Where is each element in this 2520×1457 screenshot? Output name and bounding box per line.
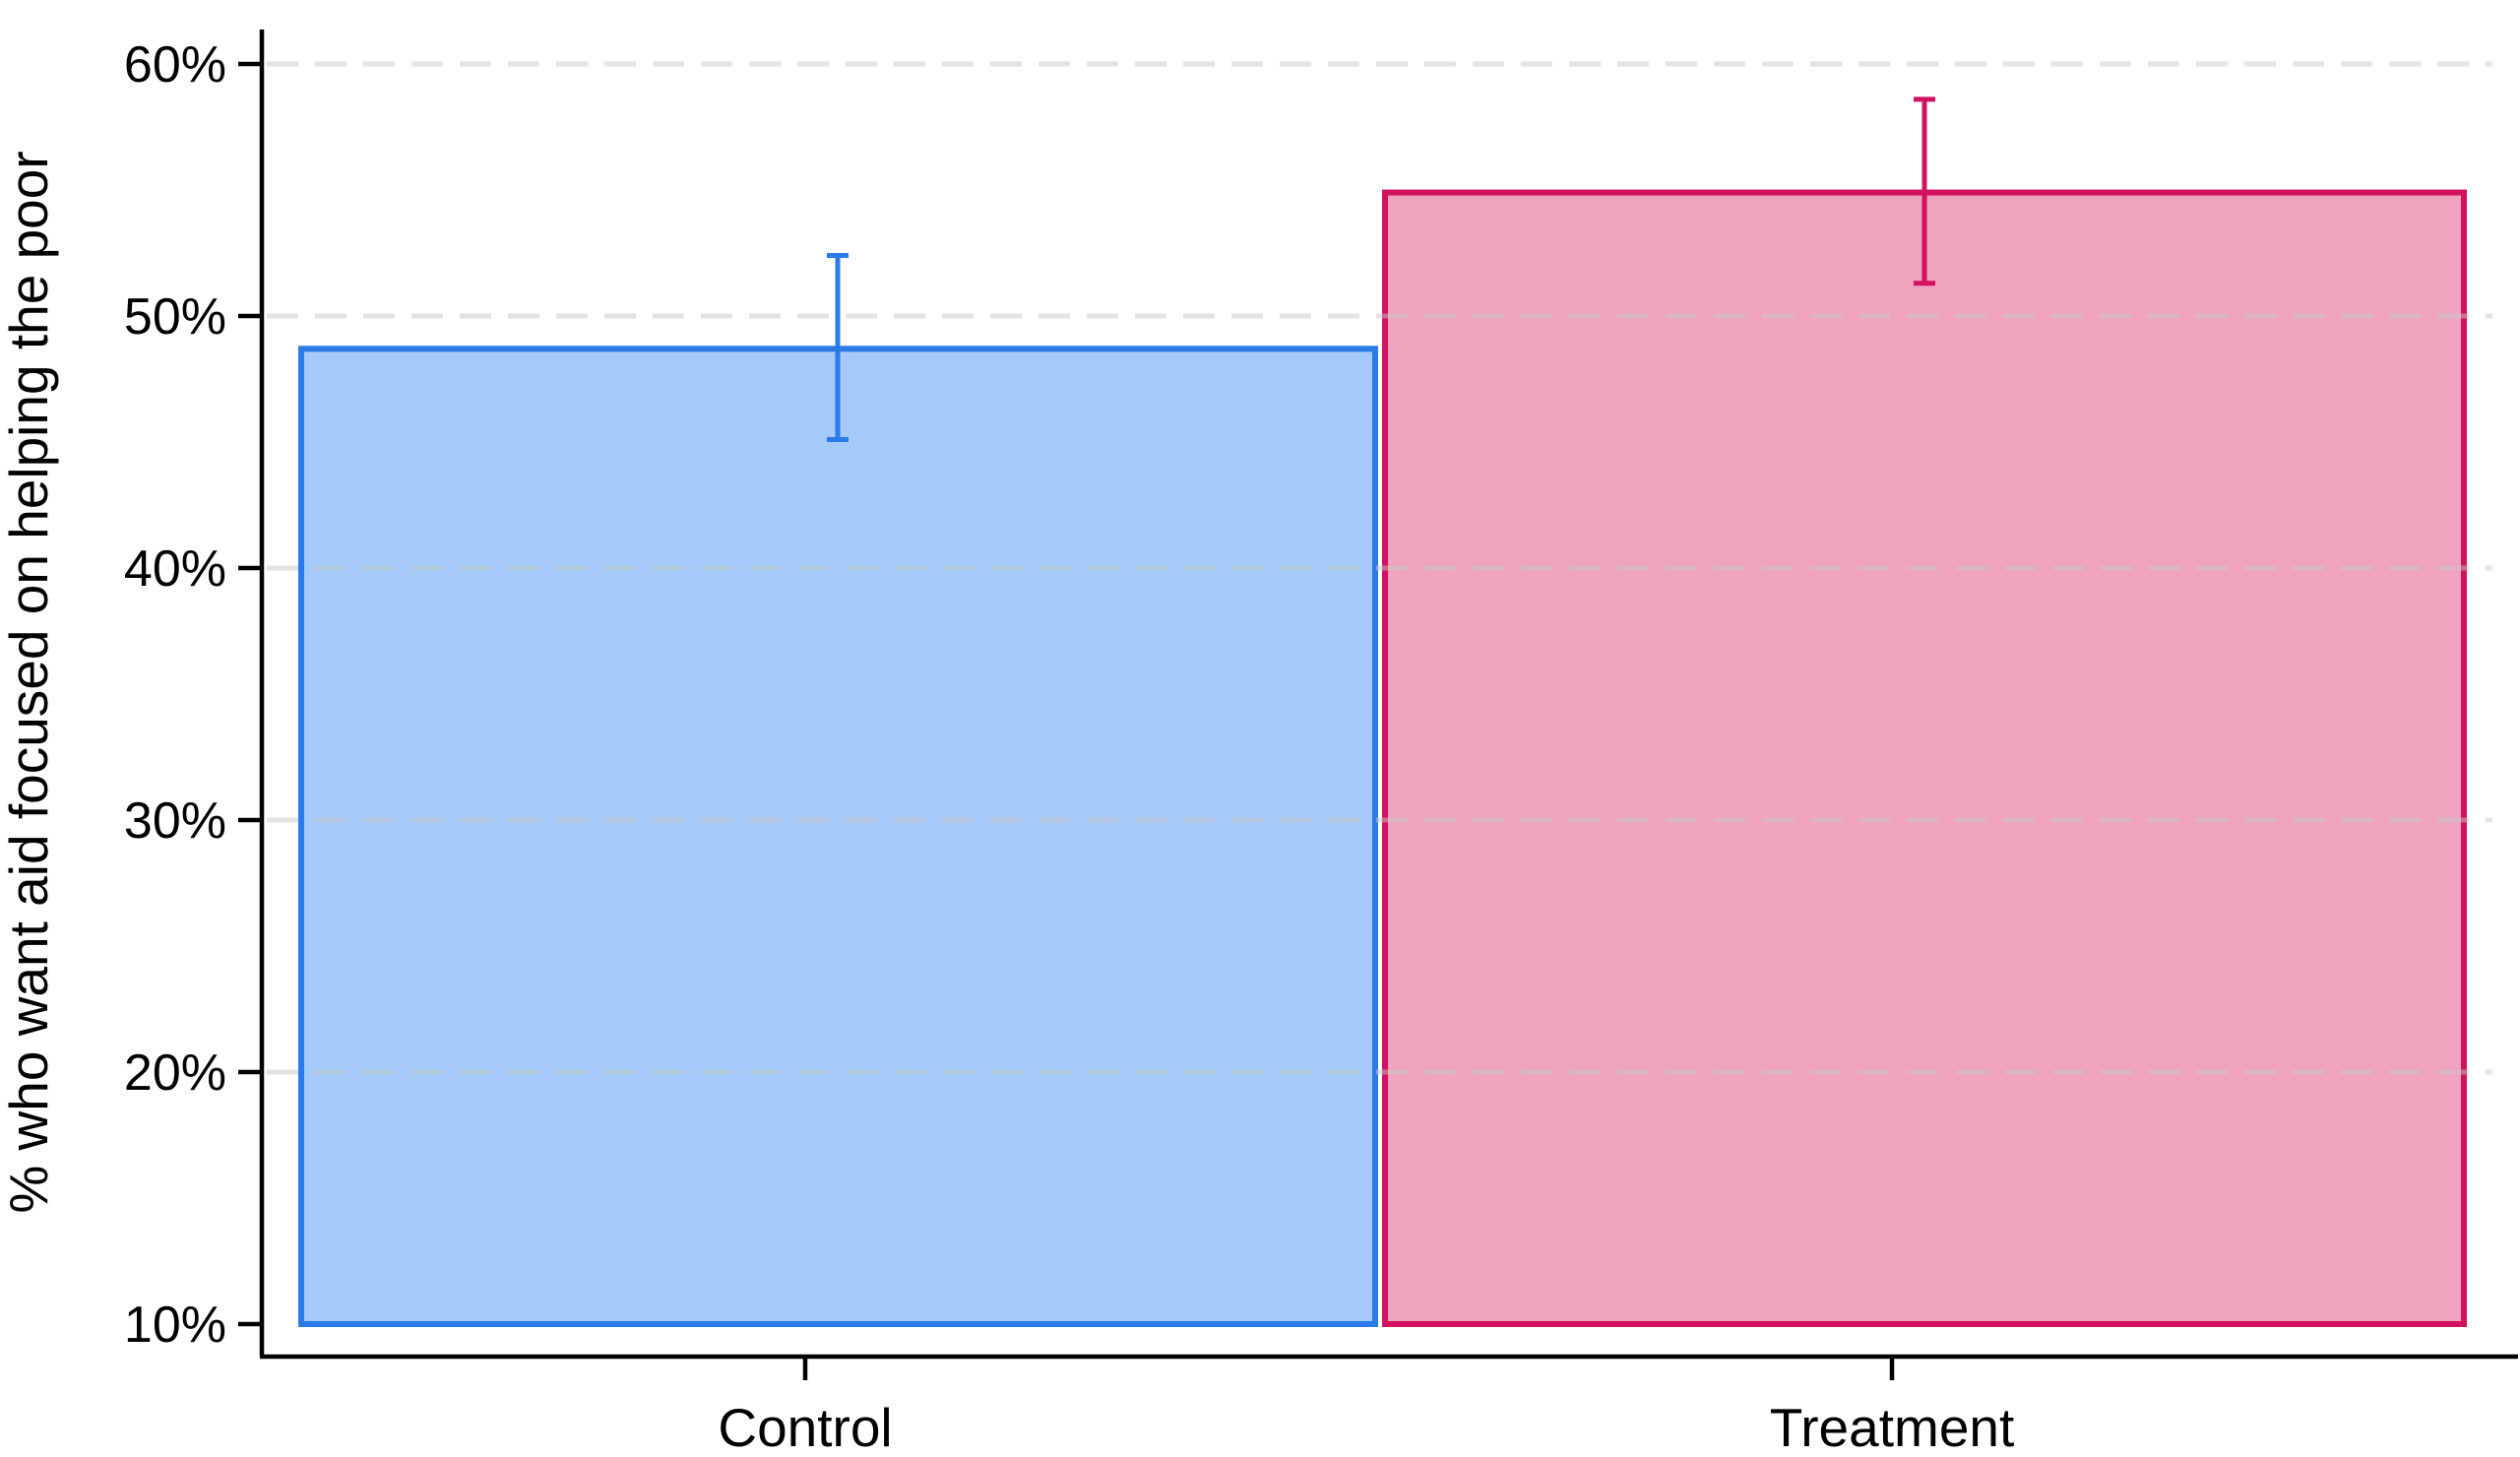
x-category-label-control: Control	[718, 1397, 892, 1457]
y-tick-label-40: 40%	[124, 540, 226, 598]
y-tick-label-10: 10%	[124, 1297, 226, 1354]
bar-treatment	[1382, 189, 2467, 1327]
error-bar-treatment	[1914, 96, 1935, 286]
error-bar-control	[827, 253, 849, 442]
y-tick-label-60: 60%	[124, 36, 226, 94]
y-tick-label-30: 30%	[124, 792, 226, 850]
x-category-label-treatment: Treatment	[1770, 1397, 2015, 1457]
y-tick-label-20: 20%	[124, 1045, 226, 1102]
y-tick-label-50: 50%	[124, 288, 226, 346]
bar-control	[298, 346, 1378, 1327]
y-axis-title: % who want aid focused on helping the po…	[0, 151, 59, 1213]
